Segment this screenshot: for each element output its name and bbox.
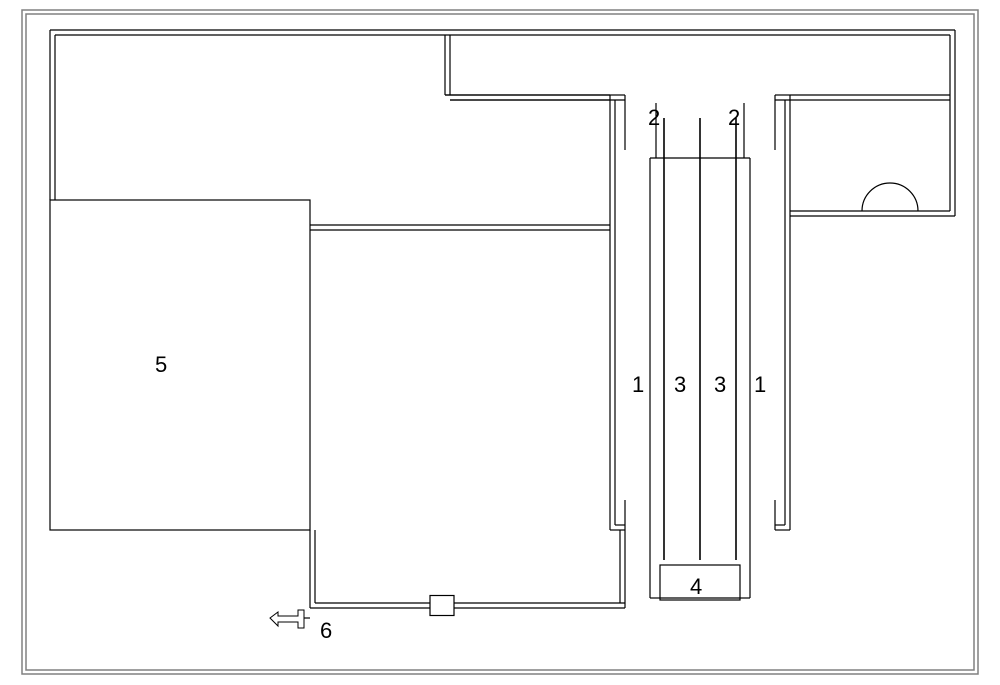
label-3b: 3 [714, 372, 726, 398]
label-2a: 2 [648, 105, 660, 131]
diagram-canvas: 5 2 2 1 3 3 1 4 6 [0, 0, 1000, 685]
label-6: 6 [320, 618, 332, 644]
label-2b: 2 [728, 105, 740, 131]
label-4: 4 [690, 574, 702, 600]
diagram-svg [0, 0, 1000, 685]
label-3a: 3 [674, 372, 686, 398]
label-5: 5 [155, 352, 167, 378]
label-1b: 1 [754, 372, 766, 398]
label-1a: 1 [632, 372, 644, 398]
